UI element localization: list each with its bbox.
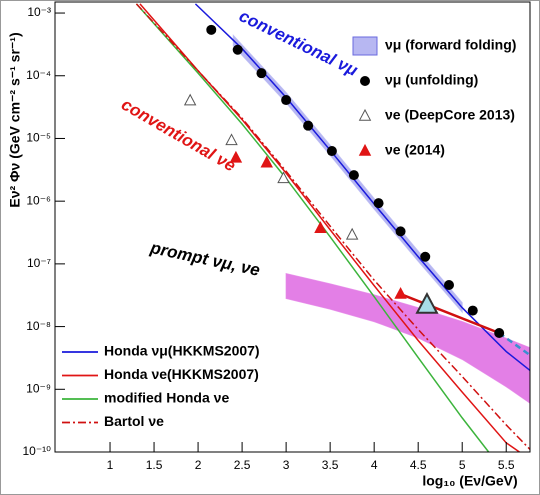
point	[415, 291, 439, 314]
y-tick-label: 10⁻³	[27, 5, 51, 19]
point	[260, 155, 273, 168]
point	[281, 95, 292, 106]
x-tick-label: 4	[371, 458, 378, 472]
plot	[135, 3, 530, 452]
x-tick-label: 2	[195, 458, 202, 472]
y-axis-label: Eν² Φν (GeV cm⁻² s⁻¹ sr⁻¹)	[7, 32, 23, 207]
point	[348, 170, 359, 181]
line	[400, 292, 500, 335]
point	[443, 280, 454, 291]
line	[135, 3, 490, 452]
point	[394, 286, 407, 299]
point	[420, 251, 431, 262]
legend-label: νe (DeepCore 2013)	[385, 107, 515, 123]
legend-marker	[360, 76, 370, 86]
plot-frame	[54, 1, 531, 453]
point	[229, 150, 243, 163]
x-tick-label: 2.5	[234, 458, 251, 472]
line	[135, 3, 530, 450]
legend-label: νe (2014)	[385, 142, 445, 158]
point	[206, 24, 217, 35]
x-tick-label: 5.5	[498, 458, 515, 472]
point	[277, 171, 290, 184]
y-tick-label: 10⁻⁵	[26, 131, 51, 145]
legend-label: Honda νμ(HKKMS2007)	[104, 343, 260, 359]
x-tick-label: 1	[107, 458, 114, 472]
point	[225, 133, 238, 146]
point	[345, 227, 359, 240]
legend-marker	[358, 143, 372, 156]
point	[467, 305, 478, 316]
x-axis-label: log₁₀ (Eν/GeV)	[422, 473, 517, 489]
point	[314, 221, 327, 233]
point	[326, 146, 337, 157]
y-tick-label: 10⁻⁷	[27, 256, 51, 270]
point	[256, 68, 267, 79]
x-tick-label: 3.5	[322, 458, 339, 472]
point	[395, 226, 406, 237]
band	[285, 272, 530, 404]
y-tick-label: 10⁻⁴	[26, 68, 51, 82]
x-tick-label: 1.5	[146, 458, 163, 472]
point	[303, 120, 314, 131]
legend-label: νμ (unfolding)	[385, 72, 478, 88]
point	[183, 93, 197, 106]
x-tick-label: 4.5	[410, 458, 427, 472]
legend-label: νμ (forward folding)	[385, 37, 516, 53]
legend-label: Honda νe(HKKMS2007)	[104, 366, 259, 382]
x-tick-label: 3	[283, 458, 290, 472]
line	[498, 331, 530, 357]
x-tick-label: 5	[459, 458, 466, 472]
legend-label: modified Honda νe	[104, 390, 229, 406]
y-tick-label: 10⁻⁶	[26, 193, 51, 207]
legend-label: Bartol νe	[104, 413, 164, 429]
point	[494, 328, 505, 339]
legend-swatch	[352, 36, 378, 56]
legend-marker	[358, 108, 372, 121]
point	[232, 44, 243, 55]
y-tick-label: 10⁻¹⁰	[23, 444, 52, 458]
point	[373, 198, 384, 209]
y-tick-label: 10⁻⁸	[26, 319, 51, 333]
y-tick-label: 10⁻⁹	[26, 381, 51, 395]
